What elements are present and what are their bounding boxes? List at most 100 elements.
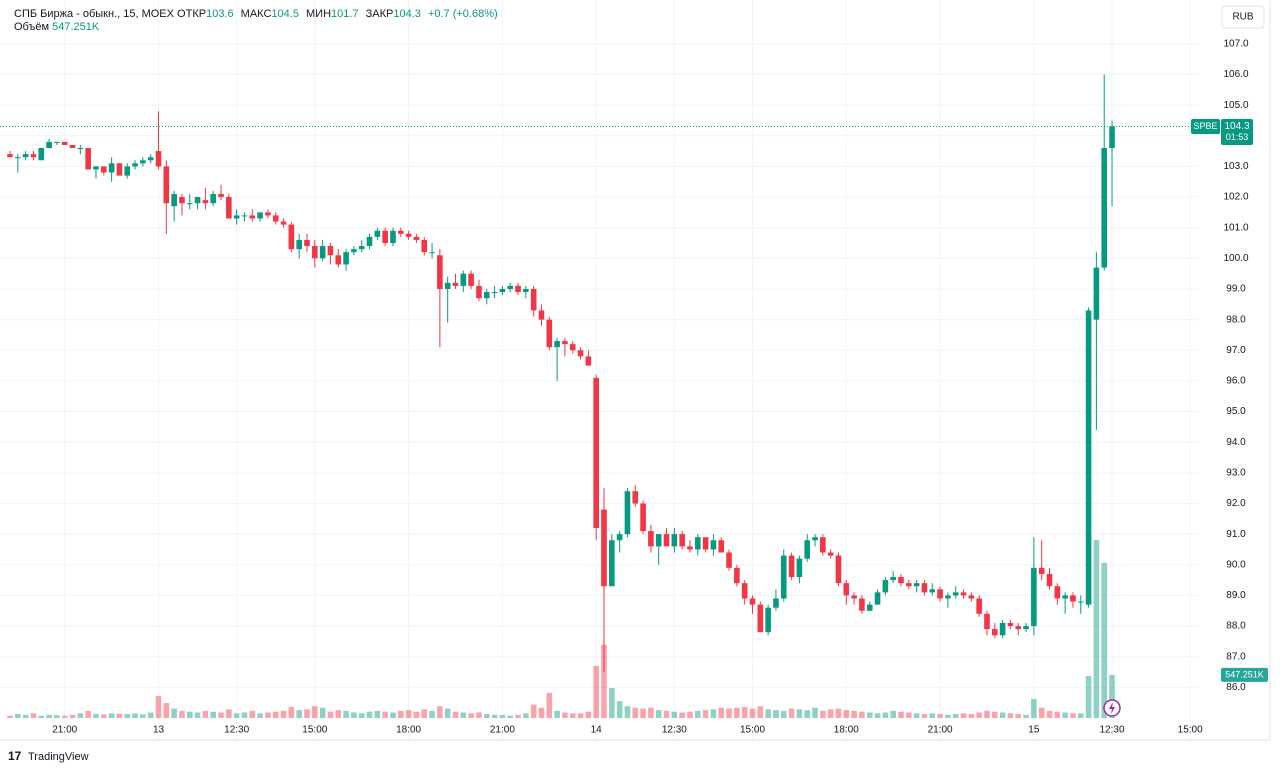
x-tick-label: 15:00: [1178, 725, 1203, 736]
volume-bar: [296, 710, 302, 718]
candle-body: [679, 534, 685, 547]
y-tick-label: 98.0: [1226, 314, 1246, 325]
candle-body: [546, 319, 553, 348]
volume-bar: [702, 710, 709, 718]
price-tag-label: 104.3: [1224, 121, 1249, 132]
high-value: 104.5: [271, 8, 299, 20]
volume-bar: [530, 704, 537, 718]
volume-tag-label: 547.251K: [1225, 669, 1264, 679]
candle-body: [906, 583, 912, 587]
volume-bar: [335, 710, 342, 718]
candle-body: [476, 285, 482, 299]
candle-body: [257, 212, 263, 219]
candle-body: [843, 583, 850, 596]
candle-body: [859, 598, 865, 611]
candle-body: [405, 233, 412, 237]
candle-body: [1054, 586, 1061, 599]
x-tick-label: 18:00: [834, 725, 859, 736]
volume-bar: [288, 706, 295, 718]
volume-bar: [1054, 711, 1061, 718]
volume-title: Объём: [14, 21, 50, 33]
candle-body: [1015, 626, 1022, 630]
volume-bar: [726, 708, 732, 718]
candle-body: [609, 540, 615, 587]
volume-bar: [1015, 714, 1022, 718]
candle-body: [1101, 148, 1108, 268]
volume-bar: [921, 714, 928, 718]
volume-bar: [30, 713, 37, 718]
volume-bar: [171, 708, 177, 718]
volume-bar: [984, 710, 990, 718]
candle-body: [960, 592, 967, 596]
candle-body: [358, 246, 365, 250]
volume-bar: [77, 713, 84, 718]
volume-bar: [429, 710, 435, 718]
volume-bar: [734, 707, 740, 718]
volume-bar: [397, 710, 404, 718]
volume-bar: [913, 713, 920, 718]
candle-body: [249, 215, 256, 219]
volume-bar: [116, 713, 123, 718]
alert-bolt[interactable]: [1109, 702, 1115, 714]
candle-body: [780, 555, 787, 599]
x-tick-label: 12:30: [224, 725, 249, 736]
volume-bar: [1007, 713, 1014, 718]
volume-bar: [906, 712, 912, 718]
candle-body: [741, 583, 748, 599]
volume-bar: [468, 713, 474, 718]
volume-bar: [257, 713, 263, 718]
candle-body: [616, 534, 623, 541]
x-tick-label: 14: [591, 725, 603, 736]
candle-body: [671, 534, 678, 547]
close-label: ЗАКР: [365, 8, 394, 20]
candle-body: [648, 531, 654, 547]
candle-body: [921, 583, 928, 593]
volume-bar: [1031, 699, 1037, 718]
candle-body: [366, 236, 373, 247]
candle-body: [155, 151, 162, 167]
candle-body: [1023, 626, 1029, 630]
candle-body: [483, 292, 490, 299]
volume-bar: [601, 644, 607, 718]
candle-body: [827, 552, 834, 556]
volume-bar: [476, 712, 482, 718]
candle-body: [601, 509, 607, 587]
candle-body: [851, 595, 857, 599]
y-tick-label: 86.0: [1226, 682, 1246, 693]
candle-body: [140, 160, 146, 164]
volume-bar: [124, 714, 131, 718]
volume-bar: [593, 666, 599, 718]
candle-body: [663, 534, 670, 547]
volume-bar: [554, 710, 560, 718]
volume-bar: [694, 710, 701, 718]
y-tick-label: 103.0: [1223, 161, 1248, 172]
volume-bar: [577, 713, 584, 718]
volume-bar: [1062, 712, 1068, 718]
volume-bar: [976, 712, 982, 718]
candle-body: [898, 577, 904, 584]
candle-body: [515, 285, 521, 293]
currency-button[interactable]: [1221, 5, 1265, 29]
volume-bar: [546, 692, 553, 718]
candle-body: [327, 246, 334, 256]
volume-bar: [710, 709, 717, 718]
candle-body: [397, 230, 404, 234]
volume-bar: [609, 688, 615, 718]
candle-body: [444, 282, 451, 289]
volume-bar: [780, 710, 787, 718]
currency[interactable]: RUB: [1232, 12, 1253, 23]
volume-bar: [718, 707, 725, 718]
volume-bar: [507, 715, 514, 718]
volume-bar: [960, 713, 967, 718]
candle-body: [976, 598, 982, 614]
candle-body: [7, 154, 13, 158]
volume-bar: [859, 711, 865, 718]
candle-body: [1077, 601, 1084, 603]
volume-bar: [312, 706, 318, 718]
candle-body: [1031, 567, 1037, 627]
y-tick-label: 93.0: [1226, 467, 1246, 478]
alert-icon[interactable]: [1103, 699, 1121, 717]
candle-body: [585, 356, 592, 366]
candle-body: [218, 193, 224, 198]
volume-bar: [890, 710, 896, 718]
